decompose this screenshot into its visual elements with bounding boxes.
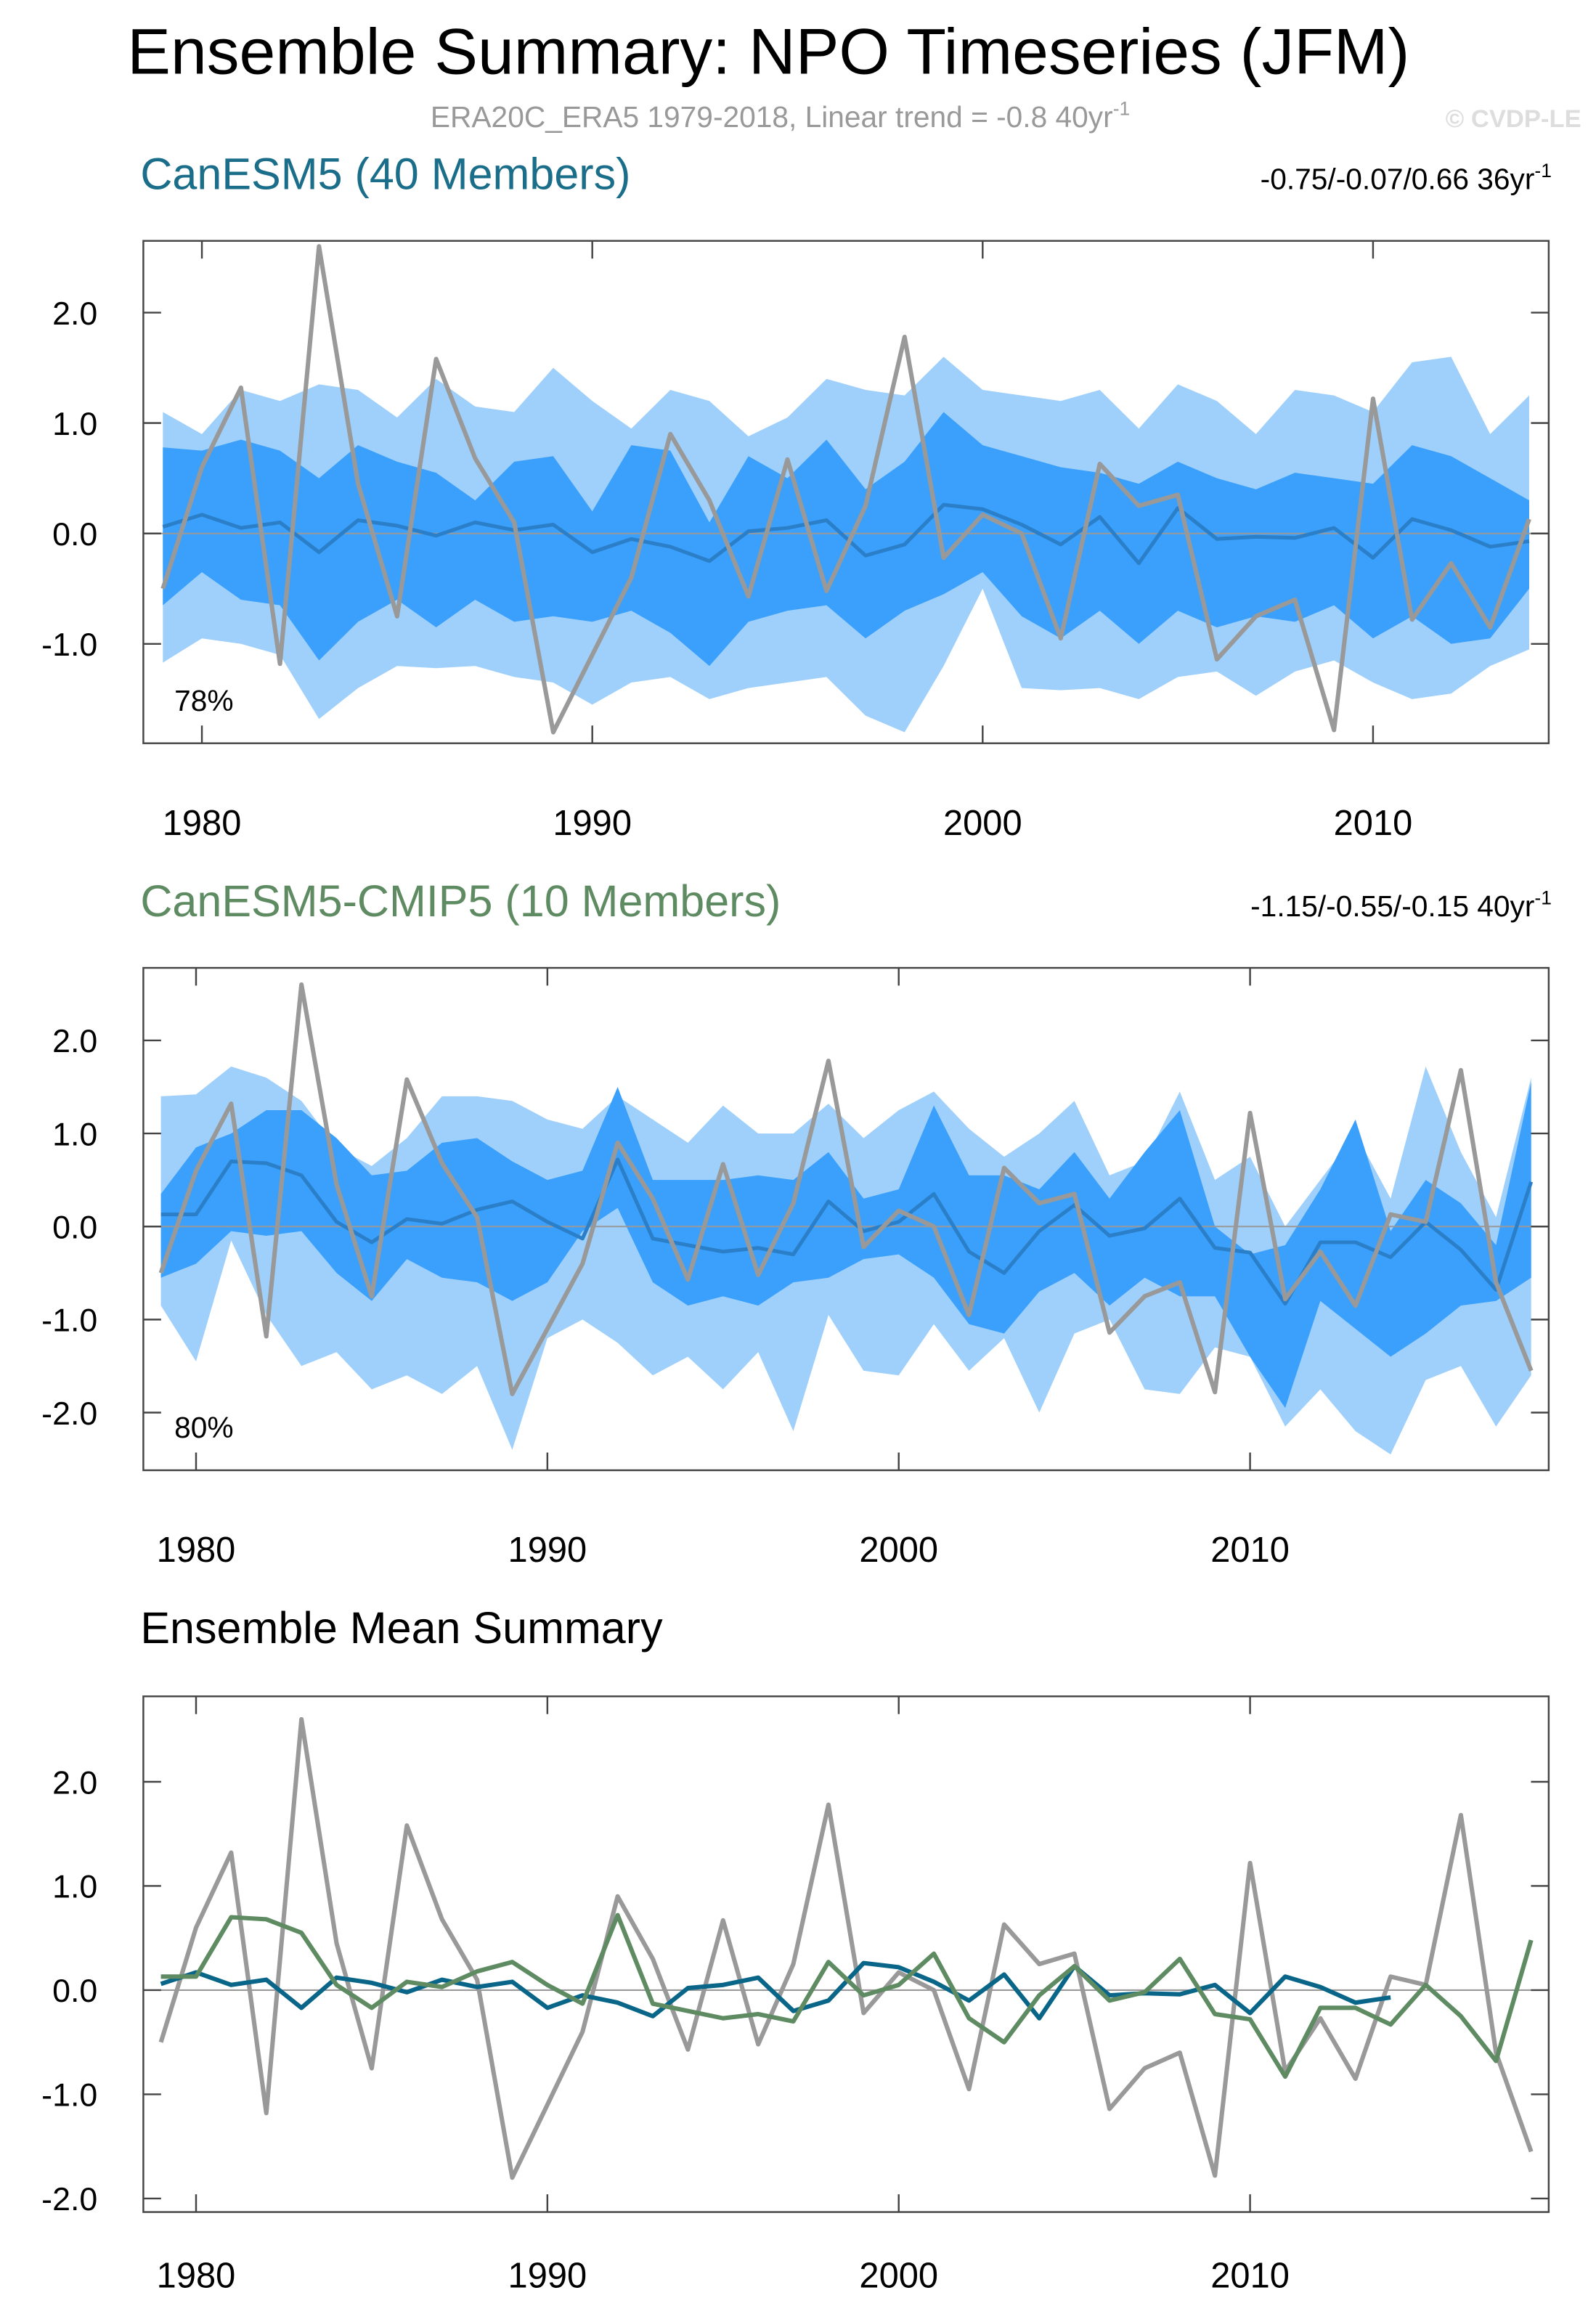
series-line — [158, 982, 1534, 1396]
trend-exponent: -1 — [1534, 160, 1552, 182]
x-tick-label: 1990 — [508, 2256, 587, 2295]
plot-frame — [142, 1695, 1550, 2213]
trend-exponent: -1 — [1534, 887, 1552, 908]
series-line — [158, 1716, 1534, 2180]
plot-frame — [142, 240, 1550, 744]
x-tick-label: 1980 — [157, 2256, 236, 2295]
x-tick-label: 1980 — [157, 1531, 236, 1570]
y-tick-label: -1.0 — [41, 2077, 97, 2114]
y-tick-label: -2.0 — [41, 2181, 97, 2217]
series-line — [160, 1960, 1391, 2021]
y-tick-label: 2.0 — [52, 296, 97, 332]
trend-label: -1.15/-0.55/-0.15 40yr-1 — [1250, 887, 1552, 922]
subtitle-text: ERA20C_ERA5 1979-2018, Linear trend = -0… — [431, 100, 1113, 134]
credit: © CVDP-LE — [1446, 105, 1581, 133]
x-tick-label: 2010 — [1210, 1531, 1290, 1570]
percent-label: 80% — [174, 1411, 233, 1444]
panel-title: CanESM5-CMIP5 (10 Members) — [140, 876, 781, 926]
x-tick-label: 1980 — [163, 804, 242, 843]
y-tick-label: 0.0 — [52, 516, 97, 553]
y-tick-label: 1.0 — [52, 406, 97, 442]
x-tick-label: 1990 — [553, 804, 632, 843]
x-tick-label: 2000 — [859, 2256, 938, 2295]
subtitle: ERA20C_ERA5 1979-2018, Linear trend = -0… — [431, 98, 1130, 134]
y-tick-label: 1.0 — [52, 1116, 97, 1152]
y-tick-label: 0.0 — [52, 1973, 97, 2009]
trend-text: -0.75/-0.07/0.66 36yr — [1261, 162, 1535, 195]
y-tick-label: 0.0 — [52, 1210, 97, 1246]
x-tick-label: 2000 — [859, 1531, 938, 1570]
figure-title: Ensemble Summary: NPO Timeseries (JFM) — [127, 15, 1409, 88]
plot-frame — [142, 966, 1550, 1472]
y-tick-label: -2.0 — [41, 1396, 97, 1432]
y-tick-label: -1.0 — [41, 1303, 97, 1339]
series-line — [160, 1912, 1534, 2079]
series-line — [160, 244, 1531, 735]
series-line — [162, 502, 1530, 566]
spread-band — [160, 1082, 1531, 1409]
percent-label: 78% — [174, 684, 233, 717]
y-tick-label: 2.0 — [52, 1023, 97, 1059]
y-tick-label: -1.0 — [41, 627, 97, 663]
subtitle-exponent: -1 — [1113, 98, 1131, 120]
trend-text: -1.15/-0.55/-0.15 40yr — [1250, 889, 1534, 923]
x-tick-label: 1990 — [508, 1531, 587, 1570]
y-tick-label: 2.0 — [52, 1764, 97, 1801]
panel-title: Ensemble Mean Summary — [140, 1603, 663, 1653]
x-tick-label: 2010 — [1210, 2256, 1290, 2295]
trend-label: -0.75/-0.07/0.66 36yr-1 — [1261, 160, 1552, 195]
y-tick-label: 1.0 — [52, 1869, 97, 1905]
x-tick-label: 2000 — [943, 804, 1022, 843]
panel-title: CanESM5 (40 Members) — [140, 149, 630, 198]
x-tick-label: 2010 — [1334, 804, 1413, 843]
